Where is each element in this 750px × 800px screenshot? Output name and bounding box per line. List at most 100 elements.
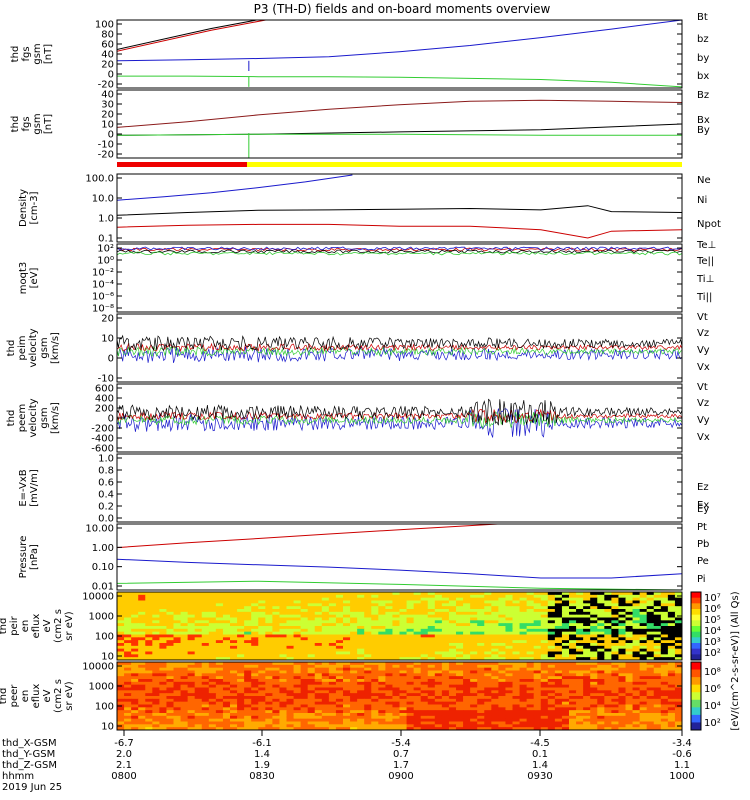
heatmap-cell [399, 640, 408, 644]
heatmap-cell [180, 715, 189, 720]
heatmap-cell [350, 718, 358, 722]
heatmap-cell [505, 645, 513, 650]
heatmap-cell [660, 676, 669, 680]
heatmap-cell [660, 597, 669, 601]
heatmap-cell [272, 727, 280, 730]
heatmap-cell [293, 594, 302, 599]
heatmap-cell [625, 704, 634, 708]
heatmap-cell [660, 707, 669, 711]
heatmap-cell [244, 623, 252, 627]
heatmap-cell [159, 651, 167, 655]
heatmap-cell [611, 640, 619, 644]
heatmap-cell [321, 707, 330, 711]
heatmap-cell [406, 687, 415, 691]
heatmap-cell [307, 707, 316, 711]
heatmap-cell [547, 670, 556, 674]
heatmap-cell [604, 707, 612, 711]
heatmap-cell [138, 701, 146, 705]
heatmap-cell [166, 681, 174, 686]
footer-value: -6.1 [252, 738, 272, 749]
heatmap-cell [406, 727, 415, 730]
heatmap-cell [505, 721, 513, 725]
heatmap-cell [237, 594, 245, 599]
heatmap-cell [441, 664, 450, 669]
heatmap-cell [237, 693, 245, 697]
series-line-Pe [117, 580, 682, 590]
heatmap-cell [611, 679, 619, 683]
velocity-trace [117, 342, 682, 352]
heatmap-cell [569, 710, 577, 714]
heatmap-cell [222, 701, 231, 705]
heatmap-cell [505, 657, 513, 660]
heatmap-cell [611, 667, 619, 671]
heatmap-cell [265, 687, 273, 691]
heatmap-cell [272, 631, 280, 635]
heatmap-cell [173, 679, 182, 683]
heatmap-cell [399, 637, 408, 641]
heatmap-cell [660, 645, 669, 650]
heatmap-cell [286, 718, 295, 722]
heatmap-cell [653, 657, 662, 660]
heatmap-cell [251, 654, 259, 658]
heatmap-cell [293, 614, 302, 618]
heatmap-cell [117, 597, 125, 601]
heatmap-cell [300, 673, 309, 677]
heatmap-cell [152, 657, 160, 660]
heatmap-cell [343, 634, 351, 638]
heatmap-cell [237, 696, 245, 700]
heatmap-cell [667, 676, 676, 680]
heatmap-cell [364, 681, 372, 686]
heatmap-cell [597, 718, 605, 722]
heatmap-cell [286, 648, 295, 652]
series-line-bz [117, 20, 269, 52]
heatmap-cell [215, 696, 224, 700]
heatmap-cell [413, 696, 422, 700]
heatmap-cell [371, 710, 379, 714]
heatmap-cell [505, 651, 513, 655]
heatmap-cell [667, 679, 676, 683]
heatmap-cell [159, 676, 167, 680]
heatmap-cell [597, 693, 605, 697]
heatmap-cell [343, 603, 351, 607]
heatmap-cell [173, 693, 182, 697]
heatmap-cell [667, 592, 676, 596]
heatmap-cell [576, 648, 584, 652]
heatmap-cell [124, 592, 132, 596]
heatmap-cell [526, 657, 535, 660]
heatmap-cell [470, 710, 478, 714]
heatmap-cell [420, 594, 429, 599]
heatmap-cell [392, 687, 400, 691]
heatmap-cell [385, 600, 393, 604]
heatmap-cell [604, 637, 612, 641]
heatmap-cell [512, 718, 521, 722]
heatmap-cell [258, 662, 266, 666]
heatmap-cell [456, 693, 464, 697]
heatmap-cell [385, 701, 393, 705]
heatmap-cell [265, 710, 273, 714]
heatmap-cell [187, 614, 196, 618]
heatmap-cell [406, 592, 415, 596]
heatmap-cell [293, 687, 302, 691]
heatmap-cell [413, 637, 422, 641]
heatmap-cell [222, 684, 231, 688]
heatmap-cell [335, 620, 344, 624]
heatmap-cell [561, 614, 570, 618]
heatmap-cell [554, 684, 563, 688]
colorbar-label: [eV/(cm^2-s-sr-eV)] (All Qs) [730, 591, 741, 730]
heatmap-cell [667, 628, 676, 633]
heatmap-cell [554, 640, 563, 644]
heatmap-cell [484, 698, 492, 703]
heatmap-cell [293, 631, 302, 635]
heatmap-cell [519, 592, 528, 596]
heatmap-cell [512, 648, 521, 652]
heatmap-cell [258, 651, 266, 655]
y-tick-label: 200 [95, 404, 114, 415]
heatmap-cell [335, 713, 344, 717]
heatmap-cell [406, 721, 415, 725]
heatmap-cell [660, 640, 669, 644]
heatmap-cell [470, 651, 478, 655]
heatmap-cell [159, 648, 167, 652]
heatmap-cell [611, 676, 619, 680]
heatmap-cell [611, 654, 619, 658]
heatmap-cell [547, 606, 556, 610]
